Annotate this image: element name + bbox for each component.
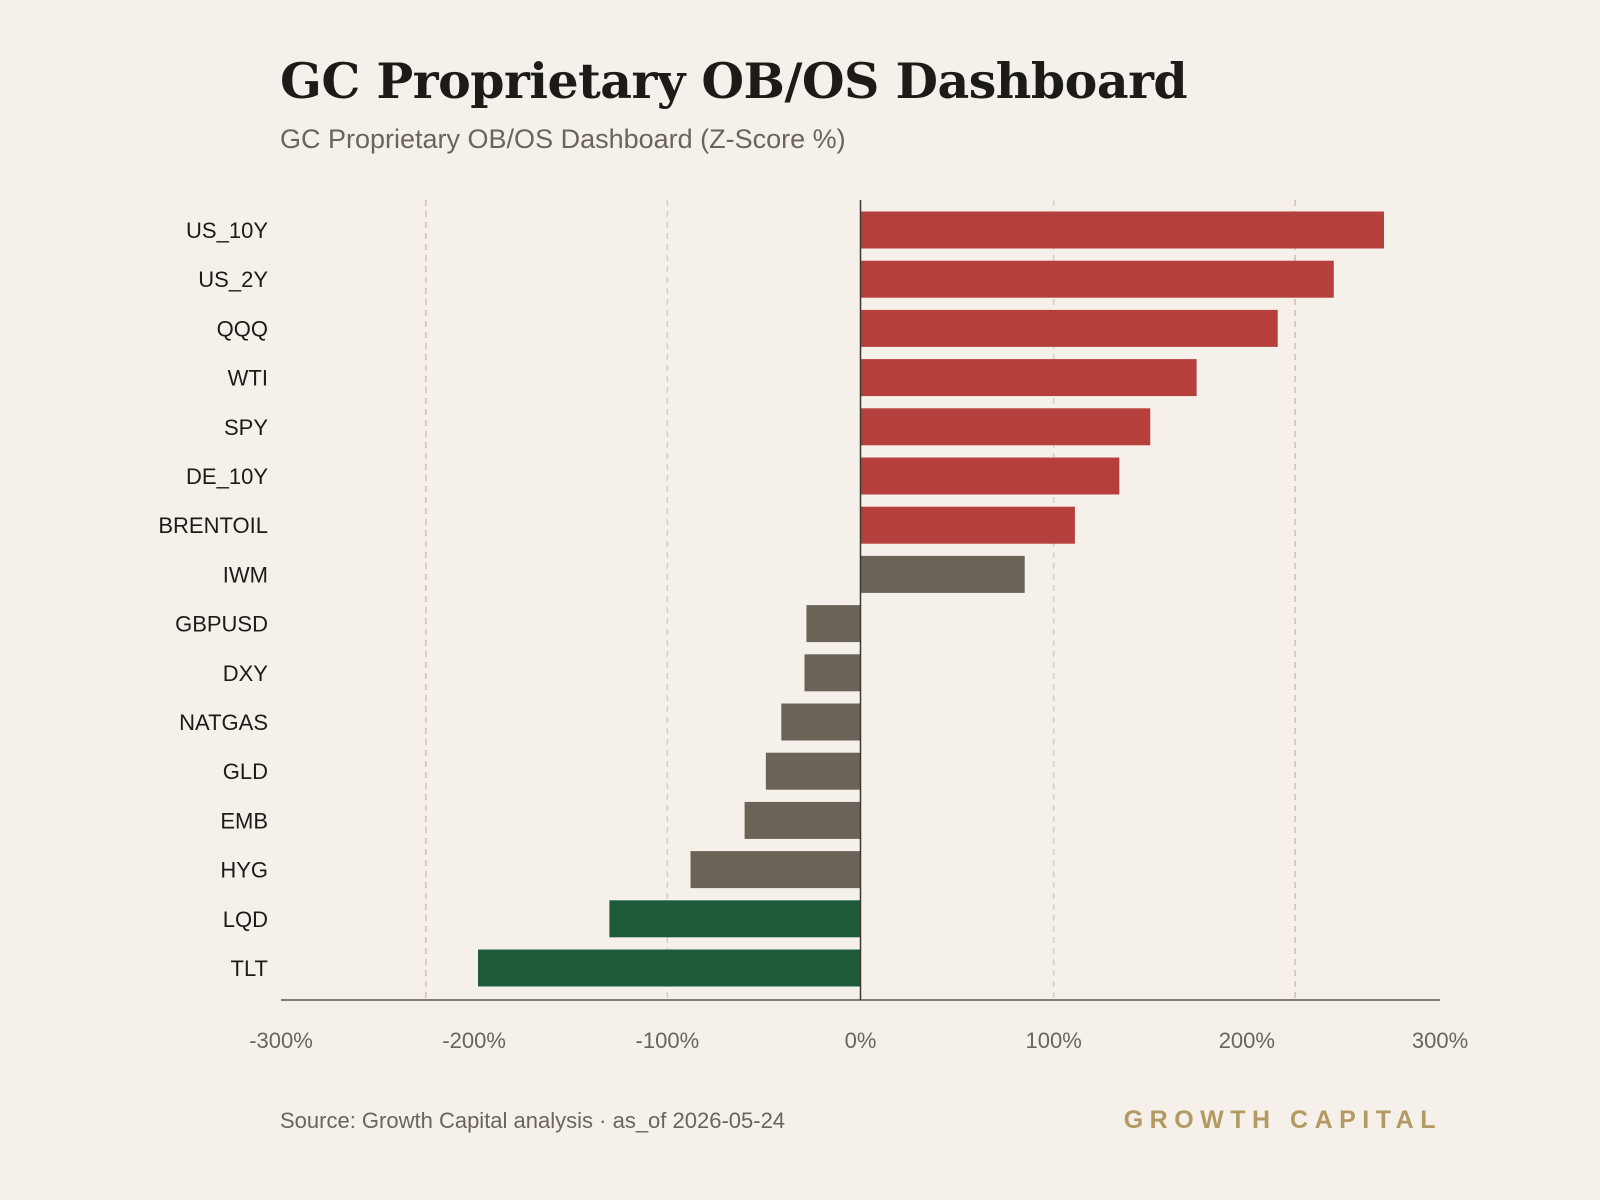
category-label: DE_10Y [186,464,268,489]
bar-iwm [860,555,1025,593]
chart-title: GC Proprietary OB/OS Dashboard [280,52,1188,110]
bar-natgas [781,703,861,741]
category-label: QQQ [217,316,268,341]
bar-qqq [860,309,1278,347]
bar-tlt [478,949,861,987]
category-label: LQD [223,907,268,932]
bar-gld [765,752,861,790]
source-note: Source: Growth Capital analysis · as_of … [280,1108,786,1133]
category-label: DXY [223,661,269,686]
category-label: US_10Y [186,218,268,243]
x-tick-label: 200% [1219,1028,1275,1053]
category-label: WTI [228,366,268,391]
bar-spy [860,408,1151,446]
bar-us-2y [860,260,1334,298]
category-label: GLD [223,759,268,784]
category-label: GBPUSD [175,612,268,637]
category-label: NATGAS [179,710,268,735]
bar-brentoil [860,506,1075,544]
x-tick-label: 0% [845,1028,877,1053]
x-tick-label: 300% [1412,1028,1468,1053]
category-label: HYG [220,858,268,883]
chart-subtitle: GC Proprietary OB/OS Dashboard (Z-Score … [280,124,846,154]
category-label: BRENTOIL [158,513,268,538]
bar-us-10y [860,211,1384,249]
category-label: US_2Y [198,267,268,292]
bar-gbpusd [806,605,861,643]
x-tick-label: -100% [636,1028,700,1053]
category-label: IWM [223,562,268,587]
bar-lqd [609,900,861,938]
brand-logo: GROWTH CAPITAL [1123,1106,1442,1134]
bar-emb [744,801,861,839]
bar-dxy [804,654,861,692]
x-tick-label: -300% [249,1028,313,1053]
bar-wti [860,359,1197,397]
category-label: TLT [231,956,268,981]
bar-hyg [690,851,861,889]
x-tick-label: 100% [1026,1028,1082,1053]
category-label: EMB [220,808,268,833]
bar-de-10y [860,457,1120,495]
category-label: SPY [224,415,268,440]
x-tick-label: -200% [442,1028,506,1053]
